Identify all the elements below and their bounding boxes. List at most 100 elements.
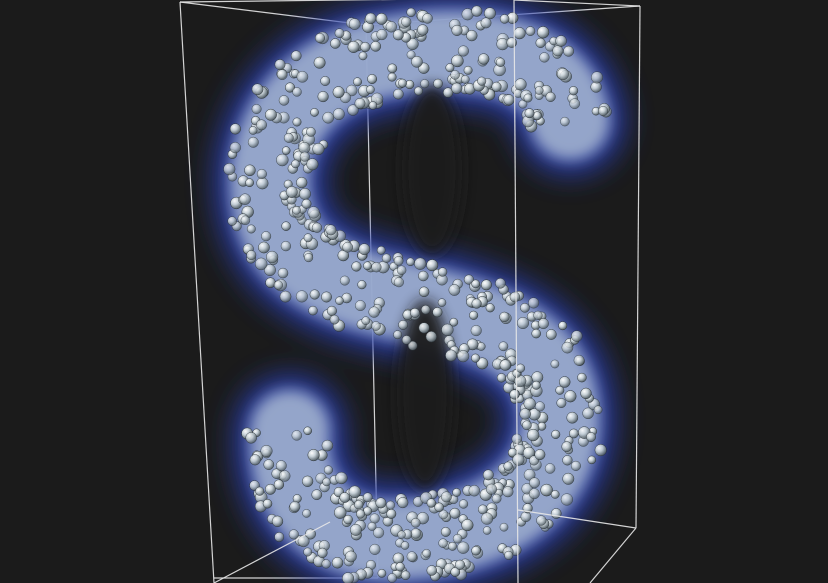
particle: [513, 27, 526, 40]
particle: [260, 444, 273, 458]
particle: [292, 205, 301, 215]
particle: [499, 522, 509, 532]
particle: [356, 509, 366, 519]
particle: [345, 84, 358, 97]
particle: [303, 547, 313, 557]
particle: [466, 29, 478, 42]
particle: [502, 486, 514, 498]
particle: [249, 454, 261, 466]
particle: [420, 79, 430, 89]
particle: [535, 37, 546, 48]
particle: [367, 74, 378, 84]
particle: [385, 500, 396, 510]
particle: [392, 29, 404, 41]
particle: [321, 291, 332, 303]
particle: [504, 550, 514, 560]
particle: [448, 284, 461, 296]
particle: [438, 538, 448, 548]
particle: [482, 469, 494, 481]
particle: [478, 53, 490, 65]
particle: [531, 328, 541, 339]
particle: [457, 541, 470, 554]
particle: [368, 101, 378, 110]
particle: [495, 57, 506, 67]
particle: [334, 28, 345, 39]
particle: [571, 330, 583, 342]
particle: [363, 261, 372, 271]
particle: [437, 267, 448, 277]
particle: [406, 257, 415, 267]
particle: [523, 468, 536, 481]
particle: [279, 290, 292, 303]
particle: [248, 126, 258, 135]
particle: [274, 532, 285, 542]
particle: [273, 280, 284, 290]
particle: [376, 29, 388, 41]
particle: [301, 475, 314, 487]
particle: [397, 530, 406, 539]
particle: [281, 221, 291, 231]
particle: [401, 16, 412, 28]
particle: [331, 556, 344, 569]
particle: [247, 136, 259, 148]
particle: [503, 461, 513, 471]
particle: [558, 321, 568, 331]
particle: [523, 93, 533, 103]
particle: [452, 533, 463, 544]
particle: [306, 158, 319, 171]
particle: [245, 432, 257, 444]
particle: [354, 97, 366, 109]
particle: [291, 430, 303, 441]
particle: [417, 24, 429, 36]
particle: [563, 45, 575, 57]
particle: [387, 573, 398, 583]
particle: [335, 296, 344, 305]
particle: [414, 257, 427, 270]
particle: [369, 513, 380, 524]
particle: [476, 357, 489, 370]
particle: [296, 176, 308, 189]
particle: [274, 59, 286, 71]
particle: [335, 471, 348, 485]
particle: [426, 498, 436, 508]
particle: [366, 85, 375, 94]
particle: [514, 78, 527, 91]
particle: [560, 493, 574, 506]
particle: [398, 319, 409, 330]
particle: [491, 493, 502, 504]
particle: [451, 54, 464, 68]
particle: [485, 303, 495, 313]
particle: [223, 163, 236, 176]
particle: [332, 86, 345, 99]
particle: [401, 335, 412, 345]
particle: [582, 407, 594, 420]
particle: [245, 178, 254, 188]
particle: [418, 270, 429, 282]
particle: [301, 198, 312, 209]
particle: [339, 275, 350, 286]
particle: [371, 262, 382, 273]
particle: [471, 298, 482, 309]
particle: [377, 568, 387, 578]
particle: [354, 300, 366, 312]
particle: [256, 177, 269, 190]
particle: [258, 241, 270, 254]
s-shape-glow: [214, 0, 625, 583]
particle: [561, 341, 574, 354]
particle: [445, 349, 458, 362]
particle: [506, 37, 517, 48]
particle: [277, 267, 289, 279]
particle: [375, 497, 387, 509]
particle: [550, 508, 562, 519]
particle: [280, 240, 292, 252]
particle: [587, 455, 597, 465]
particle: [351, 261, 362, 272]
particle: [376, 245, 386, 255]
particle: [560, 116, 570, 127]
particle: [469, 310, 479, 320]
particle: [361, 316, 371, 326]
particle: [406, 50, 416, 60]
particle: [536, 515, 547, 526]
